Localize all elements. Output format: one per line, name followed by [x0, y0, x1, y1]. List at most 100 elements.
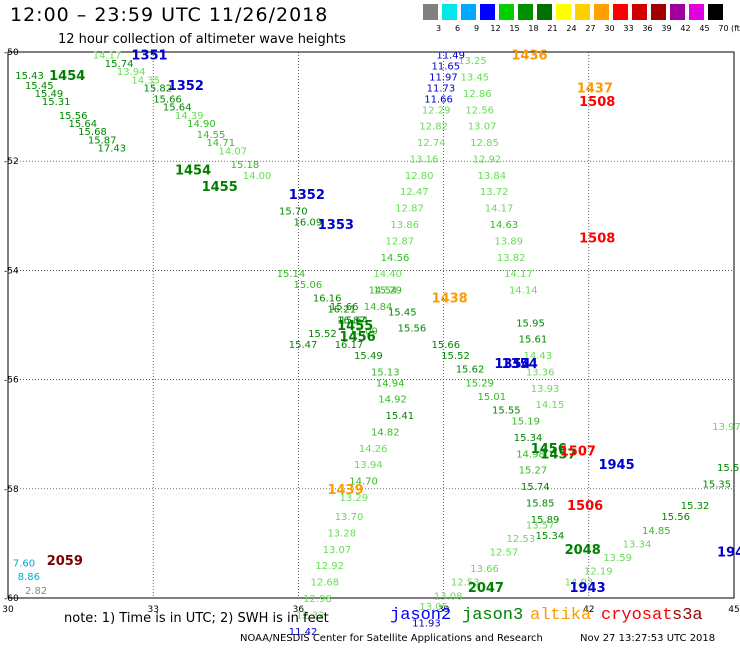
x-tick-label: 42: [583, 605, 594, 615]
swh-value-label: 12.98: [303, 594, 332, 605]
swh-value-label: 13.93: [531, 384, 560, 395]
swh-value-label: 13.29: [340, 493, 369, 504]
swh-value-label: 15.09: [349, 326, 378, 337]
swh-value-label: 13.16: [410, 154, 439, 165]
scale-label: 27: [585, 24, 596, 33]
scale-swatch: [632, 4, 647, 20]
legend-altika: altika: [530, 606, 592, 625]
swh-value-label: 15.64: [69, 119, 98, 130]
swh-value-label: 15.45: [25, 81, 54, 92]
scale-label: 9: [473, 24, 480, 33]
pass-time-label: 1943: [569, 581, 605, 596]
pass-time-label: 1508: [579, 232, 615, 247]
swh-value-label: 15.52: [308, 329, 337, 340]
swh-value-label: 14.07: [219, 146, 248, 157]
swh-value-label: 15.34: [536, 531, 565, 542]
swh-value-label: 12.74: [417, 138, 446, 149]
swh-value-label: 15.47: [289, 340, 318, 351]
swh-value-label: 15.55: [492, 406, 521, 417]
swh-value-label: 13.66: [470, 564, 499, 575]
swh-value-label: 14.39: [175, 111, 204, 122]
swh-value-label: 12.32: [296, 610, 325, 621]
swh-value-label: 15.06: [294, 280, 323, 291]
pass-time-label: 1945: [598, 458, 634, 473]
swh-value-label: 15.34: [514, 433, 543, 444]
scale-label: 24: [566, 24, 577, 33]
y-tick-label: -58: [4, 485, 19, 495]
y-tick-label: -52: [4, 157, 19, 167]
pass-time-label: 1455: [202, 180, 238, 195]
swh-value-label: 11.65: [432, 62, 461, 73]
swh-value-label: 15.50: [717, 463, 740, 474]
swh-value-label: 12.92: [315, 561, 344, 572]
y-tick-label: -56: [4, 376, 19, 386]
swh-value-label: 13.05: [419, 602, 448, 613]
swh-value-label: 15.41: [386, 411, 415, 422]
generation-timestamp: Nov 27 13:27:53 UTC 2018: [580, 633, 716, 644]
swh-value-label: 15.64: [163, 103, 192, 114]
swh-value-label: 15.29: [373, 286, 402, 297]
x-tick-label: 30: [2, 605, 14, 615]
scale-swatch: [442, 4, 457, 20]
swh-value-label: 13.45: [461, 73, 490, 84]
swh-value-label: 15.87: [88, 135, 117, 146]
swh-value-label: 12.82: [419, 122, 448, 133]
swh-value-label: 12.87: [395, 204, 424, 215]
swh-value-label: 16.21: [327, 305, 356, 316]
pass-time-label: 1353: [318, 218, 354, 233]
swh-value-label: 14.92: [378, 395, 407, 406]
swh-value-label: 13.94: [117, 67, 146, 78]
swh-value-label: 13.86: [390, 220, 419, 231]
swh-value-label: 14.56: [381, 253, 410, 264]
swh-value-label: 14.70: [349, 477, 378, 488]
swh-value-label: 17.43: [98, 144, 127, 155]
pass-time-label: 1454: [49, 69, 85, 84]
legend-cryosat: cryosat: [601, 606, 673, 625]
scale-swatch: [556, 4, 571, 20]
scale-swatch: [461, 4, 476, 20]
swh-value-label: 14.55: [197, 130, 226, 141]
x-tick-label: 39: [438, 605, 450, 615]
scale-swatch: [518, 4, 533, 20]
credit-line: NOAA/NESDIS Center for Satellite Applica…: [240, 633, 543, 644]
scale-label: 36: [642, 24, 653, 33]
swh-value-label: 15.66: [153, 94, 182, 105]
swh-value-label: 16.87: [337, 316, 366, 327]
footnote: note: 1) Time is in UTC; 2) SWH is in fe…: [64, 611, 329, 626]
swh-value-label: 15.56: [398, 324, 427, 335]
swh-value-label: 14.14: [509, 286, 538, 297]
scale-label: 70: [718, 24, 729, 33]
swh-value-label: 12.57: [490, 548, 519, 559]
y-tick-label: -50: [4, 48, 19, 58]
swh-value-label: 14.63: [490, 220, 519, 231]
swh-value-label: 15.31: [42, 97, 71, 108]
swh-value-label: 13.70: [335, 512, 364, 523]
swh-value-label: 16.09: [294, 217, 323, 228]
swh-value-label: 13.84: [477, 171, 506, 182]
pass-time-label: 1457: [540, 447, 576, 462]
scale-label: 39: [661, 24, 672, 33]
swh-value-label: 12.47: [400, 187, 429, 198]
swh-value-label: 15.61: [519, 335, 548, 346]
pass-time-label: 1437: [577, 81, 613, 96]
pass-time-label: 1507: [560, 445, 596, 460]
scale-label: 12: [490, 24, 501, 33]
swh-value-label: 11.73: [427, 83, 456, 94]
swh-value-label: 13.07: [323, 545, 352, 556]
swh-value-label: 15.64: [340, 316, 369, 327]
swh-value-label: 15.85: [526, 498, 555, 509]
swh-value-label: 14.03: [565, 578, 594, 589]
swh-value-label: 13.34: [623, 539, 652, 550]
swh-value-label: 13.89: [494, 236, 523, 247]
chart-title: 12:00 – 23:59 UTC 11/26/2018: [10, 4, 329, 26]
swh-value-label: 12.29: [422, 105, 451, 116]
pass-time-label: 1352: [168, 79, 204, 94]
legend-jason2: jason2: [390, 606, 452, 625]
pass-time-label: 1454: [175, 163, 211, 178]
swh-value-label: 15.32: [681, 501, 710, 512]
pass-time-label: 1352: [289, 188, 325, 203]
swh-value-label: 11.97: [429, 73, 458, 84]
swh-value-label: 12.56: [465, 105, 494, 116]
swh-value-label: 15.66: [432, 340, 461, 351]
pass-time-label: 1351: [131, 49, 167, 64]
